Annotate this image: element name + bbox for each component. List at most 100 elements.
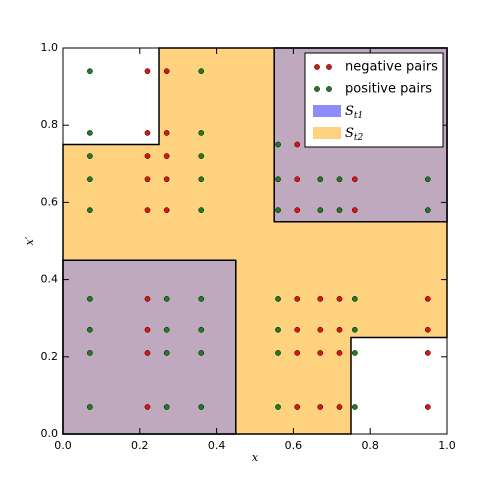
point: [351, 296, 358, 302]
point: [163, 153, 170, 159]
point: [351, 404, 358, 410]
point: [275, 176, 281, 183]
point: [351, 207, 358, 213]
legend-marker: [314, 86, 320, 92]
x-tick-label: 0.6: [285, 439, 303, 452]
y-tick-label: 0.2: [41, 350, 59, 363]
point: [275, 296, 281, 302]
point: [198, 350, 205, 356]
point: [144, 207, 151, 213]
point: [424, 296, 431, 302]
point: [351, 350, 358, 356]
point: [163, 176, 170, 183]
point: [424, 176, 431, 183]
legend-label: St1: [345, 104, 363, 121]
point: [144, 296, 151, 302]
point: [336, 296, 343, 302]
legend-marker: [326, 86, 332, 92]
point: [424, 350, 431, 356]
point: [317, 207, 324, 213]
point: [163, 326, 170, 333]
point: [317, 404, 324, 410]
point: [87, 130, 93, 136]
point: [144, 130, 151, 136]
point: [198, 153, 205, 159]
x-axis-label: x: [252, 451, 259, 464]
point: [275, 326, 281, 333]
point: [144, 68, 151, 75]
point: [144, 153, 151, 159]
point: [351, 176, 358, 183]
x-tick-label: 0.4: [208, 439, 226, 452]
point: [336, 404, 343, 410]
point: [87, 350, 93, 356]
point: [87, 153, 93, 159]
point: [198, 130, 205, 136]
point: [198, 326, 205, 333]
x-tick-label: 0.8: [361, 439, 379, 452]
point: [198, 176, 205, 183]
point: [87, 404, 93, 410]
x-tick-label: 0.2: [131, 439, 149, 452]
point: [163, 296, 170, 302]
legend-patch: [313, 105, 341, 117]
point: [163, 404, 170, 410]
point: [294, 404, 301, 410]
point: [144, 326, 151, 333]
point: [87, 68, 93, 75]
point: [336, 176, 343, 183]
y-tick-label: 0.6: [41, 195, 59, 208]
point: [87, 176, 93, 183]
point: [275, 207, 281, 213]
point: [144, 404, 151, 410]
point: [198, 207, 205, 213]
point: [294, 176, 301, 183]
point: [198, 404, 205, 410]
legend-label-sub: t1: [354, 111, 363, 121]
point: [163, 130, 170, 136]
point: [87, 296, 93, 302]
point: [198, 68, 205, 75]
point: [424, 207, 431, 213]
point: [317, 296, 324, 302]
point: [294, 207, 301, 213]
point: [294, 141, 301, 148]
legend-label-main: S: [345, 104, 354, 119]
legend-marker: [326, 64, 332, 70]
x-tick-label: 0.0: [54, 439, 72, 452]
plot-frame: [62, 47, 448, 435]
point: [144, 176, 151, 183]
y-tick-label: 0.4: [41, 273, 59, 286]
legend-label: St2: [345, 126, 364, 143]
y-tick-label: 0.0: [41, 427, 59, 440]
legend-label-sub: t2: [354, 133, 364, 143]
legend-label: negative pairs: [345, 60, 438, 75]
point: [294, 350, 301, 356]
legend-marker: [314, 64, 320, 70]
point: [424, 404, 431, 410]
point: [294, 296, 301, 302]
point: [163, 207, 170, 213]
point: [275, 350, 281, 356]
legend-label: positive pairs: [345, 82, 432, 97]
point: [424, 326, 431, 333]
point: [351, 326, 358, 333]
y-tick-label: 1.0: [41, 41, 59, 54]
y-axis-label: x′: [23, 236, 36, 245]
point: [317, 176, 324, 183]
point: [163, 350, 170, 356]
point: [198, 296, 205, 302]
legend-patch: [313, 127, 341, 139]
point: [163, 68, 170, 75]
legend-label-main: S: [345, 126, 354, 141]
point: [87, 326, 93, 333]
point: [317, 350, 324, 356]
point: [275, 404, 281, 410]
x-tick-label: 1.0: [438, 439, 456, 452]
point: [336, 326, 343, 333]
point: [275, 141, 281, 148]
point: [144, 350, 151, 356]
point: [336, 350, 343, 356]
y-tick-label: 0.8: [41, 118, 59, 131]
